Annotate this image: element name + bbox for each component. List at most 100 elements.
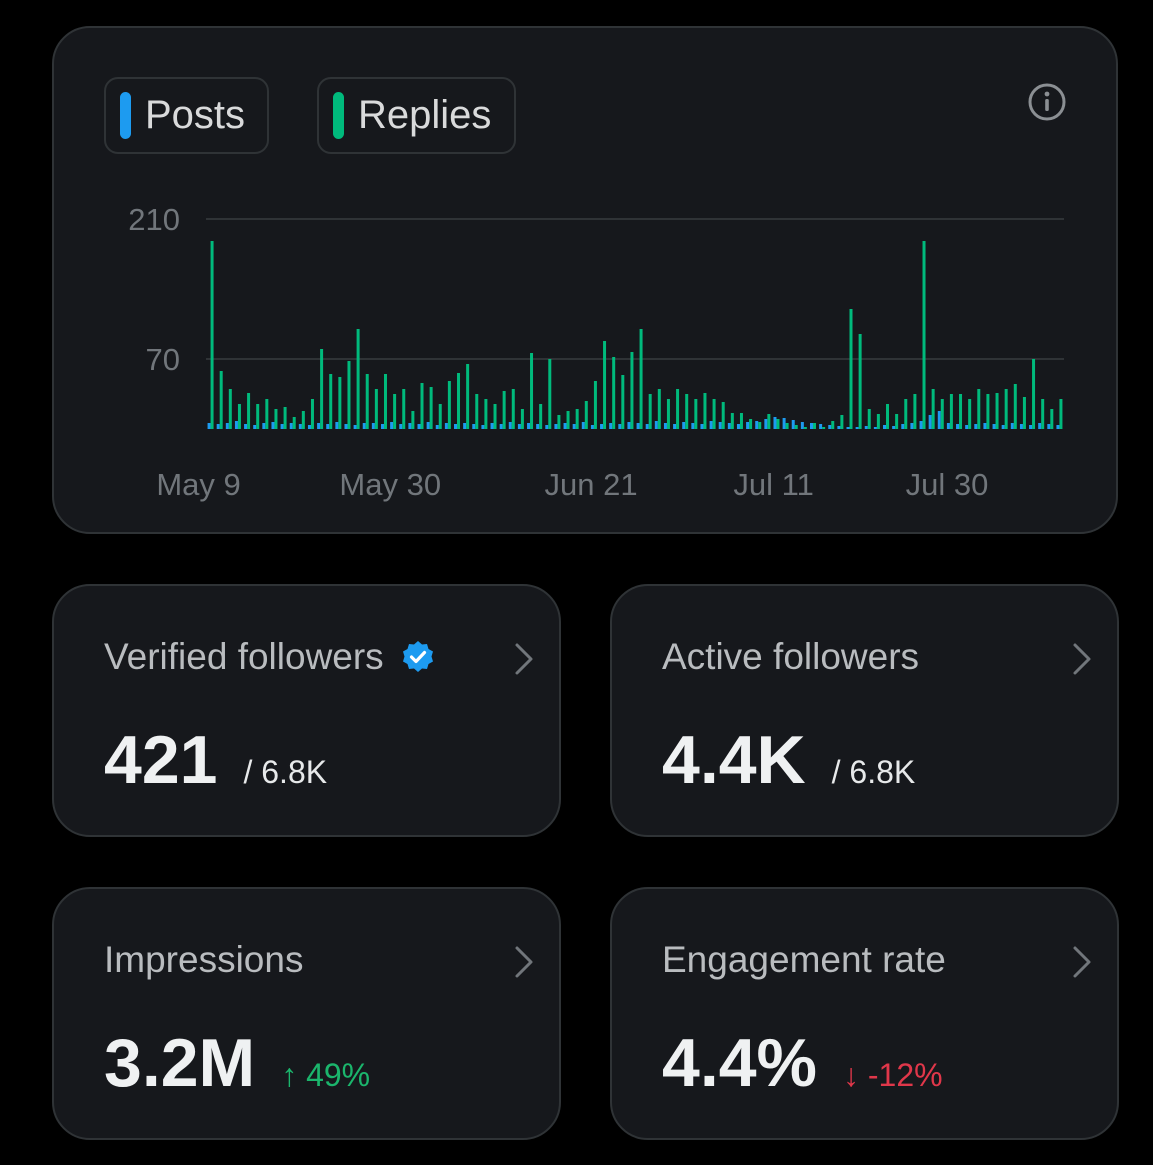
bars-layer: [207, 241, 1063, 429]
bar-posts: [344, 424, 348, 429]
bar-posts: [901, 424, 905, 429]
bar-replies: [530, 353, 534, 429]
bar-posts: [1056, 425, 1060, 429]
x-axis-labels: May 9 May 30 Jun 21 Jul 11 Jul 30: [156, 467, 988, 502]
y-tick-label: 70: [146, 342, 180, 377]
bar-posts: [700, 424, 704, 429]
bar-posts: [289, 423, 293, 429]
bar-posts: [992, 424, 996, 429]
bar-posts: [919, 421, 923, 429]
bar-replies: [593, 381, 597, 429]
engagement-rate-card[interactable]: Engagement rate 4.4% ↓ -12%: [610, 887, 1119, 1140]
bar-posts: [225, 423, 229, 429]
active-followers-card[interactable]: Active followers 4.4K / 6.8K: [610, 584, 1119, 837]
bar-replies: [876, 414, 880, 429]
bar-replies: [858, 334, 862, 429]
legend-posts[interactable]: Posts: [104, 77, 269, 154]
y-tick-label: 210: [128, 202, 180, 237]
bar-posts: [499, 424, 503, 429]
chevron-right-icon: [515, 946, 533, 978]
active-followers-total: / 6.8K: [831, 754, 916, 790]
bar-posts: [627, 422, 631, 429]
verified-followers-title-row: Verified followers: [104, 636, 436, 678]
bar-chart: 210 70 May 9 May 30 Jun 21 Jul 11 Jul 30: [128, 202, 1064, 502]
verified-followers-card[interactable]: Verified followers 421 / 6.8K: [52, 584, 561, 837]
bar-replies: [785, 423, 789, 429]
bar-replies: [329, 374, 333, 429]
bar-replies: [712, 399, 716, 429]
bar-replies: [721, 402, 725, 429]
bar-posts: [800, 422, 804, 429]
bar-replies: [210, 241, 214, 429]
bar-replies: [548, 359, 552, 429]
bar-replies: [438, 404, 442, 429]
bar-posts: [837, 426, 841, 429]
bar-posts: [271, 422, 275, 429]
bar-posts: [928, 415, 932, 429]
bar-posts: [663, 423, 667, 429]
bar-replies: [457, 373, 461, 429]
x-tick-label: May 9: [156, 467, 240, 502]
engagement-rate-delta: ↓ -12%: [843, 1057, 943, 1093]
bar-posts: [335, 422, 339, 429]
bar-posts: [417, 424, 421, 429]
impressions-card[interactable]: Impressions 3.2M ↑ 49%: [52, 887, 561, 1140]
bar-replies: [256, 404, 260, 429]
bar-posts: [207, 423, 211, 429]
bar-posts: [892, 426, 896, 429]
bar-posts: [244, 424, 248, 429]
active-followers-title: Active followers: [662, 636, 920, 677]
bar-replies: [1004, 389, 1008, 429]
bar-replies: [822, 427, 826, 429]
bar-replies: [812, 423, 816, 429]
bar-posts: [746, 422, 750, 429]
bar-posts: [454, 424, 458, 429]
bar-posts: [216, 424, 220, 429]
bar-posts: [444, 423, 448, 429]
legend-replies[interactable]: Replies: [317, 77, 516, 154]
bar-posts: [791, 420, 795, 429]
bar-posts: [864, 426, 868, 429]
bar-replies: [274, 409, 278, 429]
info-icon[interactable]: [1027, 82, 1067, 122]
bar-replies: [758, 422, 762, 429]
bar-posts: [1010, 423, 1014, 429]
verified-followers-title: Verified followers: [104, 636, 384, 677]
bar-replies: [968, 399, 972, 429]
bar-replies: [520, 409, 524, 429]
bar-posts: [390, 422, 394, 429]
bar-replies: [648, 394, 652, 429]
bar-posts: [773, 417, 777, 429]
bar-posts: [910, 423, 914, 429]
bar-replies: [986, 394, 990, 429]
x-tick-label: May 30: [339, 467, 441, 502]
bar-posts: [435, 425, 439, 429]
bar-posts: [609, 423, 613, 429]
bar-replies: [1059, 399, 1063, 429]
bar-replies: [676, 389, 680, 429]
bar-posts: [946, 423, 950, 429]
bar-replies: [803, 427, 807, 429]
chevron-right-icon: [515, 643, 533, 675]
bar-posts: [326, 424, 330, 429]
bar-replies: [995, 393, 999, 429]
bar-posts: [1029, 425, 1033, 429]
bar-posts: [618, 424, 622, 429]
bar-replies: [393, 394, 397, 429]
bar-posts: [472, 424, 476, 429]
chevron-right-icon: [1073, 643, 1091, 675]
bar-replies: [411, 411, 415, 429]
bar-replies: [429, 387, 433, 429]
engagement-rate-value: 4.4%: [662, 1025, 817, 1101]
bar-replies: [1013, 384, 1017, 429]
bar-replies: [539, 404, 543, 429]
bar-posts: [545, 425, 549, 429]
bar-replies: [666, 399, 670, 429]
impressions-title: Impressions: [104, 939, 304, 980]
engagement-rate-title-row: Engagement rate: [662, 939, 946, 981]
bar-posts: [1047, 424, 1051, 429]
bar-replies: [685, 394, 689, 429]
bar-replies: [374, 389, 378, 429]
bar-posts: [755, 421, 759, 429]
bar-posts: [718, 422, 722, 429]
